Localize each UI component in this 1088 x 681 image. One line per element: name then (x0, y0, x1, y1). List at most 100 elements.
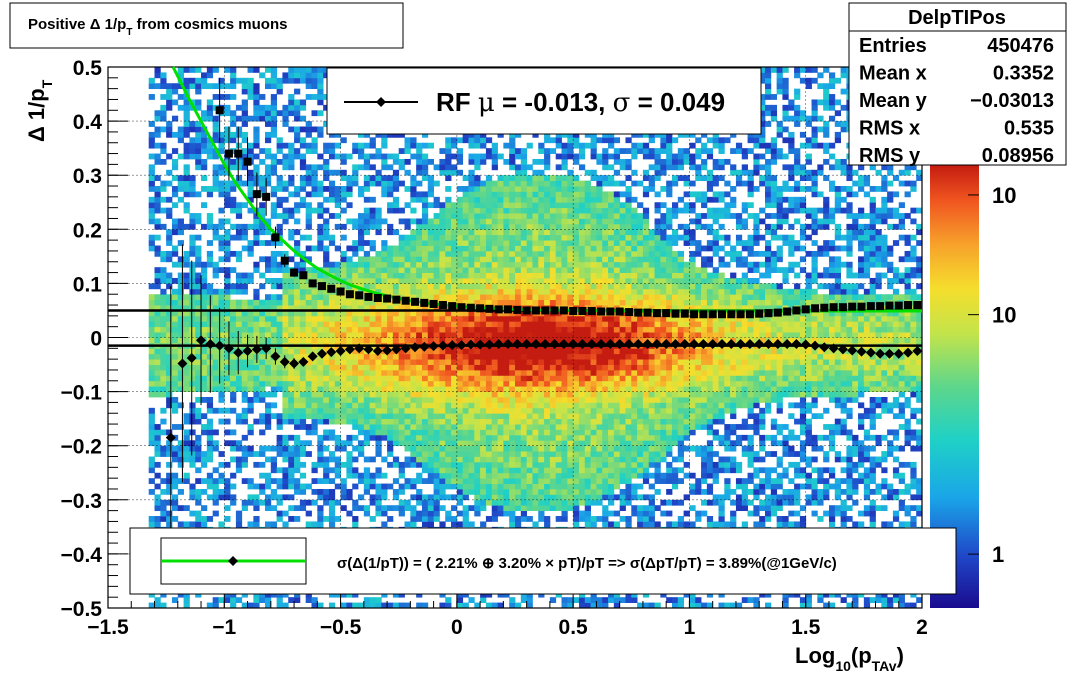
heatmap-cell (166, 180, 173, 187)
heatmap-cell (166, 451, 173, 457)
heatmap-cell (549, 283, 557, 290)
heatmap-cell (532, 499, 539, 506)
heatmap-cell (206, 148, 214, 154)
heatmap-cell (480, 505, 487, 512)
heatmap-cell (491, 332, 498, 338)
heatmap-cell (468, 521, 475, 528)
heatmap-cell (497, 494, 504, 501)
heatmap-cell (218, 164, 225, 171)
heatmap-cell (462, 369, 469, 376)
heatmap-cell (264, 424, 272, 430)
heatmap-cell (235, 310, 243, 317)
heatmap-cell (520, 180, 528, 187)
heatmap-cell (433, 397, 440, 403)
heatmap-cell (253, 218, 260, 225)
heatmap-cell (538, 386, 545, 392)
heatmap-cell (183, 202, 190, 209)
heatmap-cell (520, 397, 528, 403)
heatmap-cell (276, 375, 283, 382)
heatmap-cell (195, 348, 202, 355)
heatmap-cell (241, 413, 248, 420)
heatmap-cell (346, 272, 353, 279)
heatmap-cell (497, 391, 504, 398)
heatmap-cell (549, 488, 557, 495)
heatmap-cell (346, 186, 353, 192)
heatmap-cell (247, 277, 254, 284)
heatmap-cell (352, 591, 359, 598)
heatmap-cell (509, 337, 516, 344)
heatmap-cell (491, 413, 498, 420)
heatmap-cell (340, 440, 347, 447)
heatmap-cell (474, 429, 481, 436)
heatmap-cell (410, 245, 417, 252)
heatmap-cell (456, 375, 464, 382)
heatmap-cell (299, 505, 307, 512)
heatmap-cell (526, 591, 533, 598)
heatmap-cell (235, 256, 243, 263)
heatmap-cell (276, 148, 283, 154)
heatmap-cell (497, 478, 504, 484)
heatmap-cell (177, 305, 184, 311)
heatmap-cell (189, 456, 196, 463)
heatmap-cell (369, 418, 376, 425)
heatmap-cell (387, 315, 394, 322)
heatmap-cell (509, 456, 516, 463)
heatmap-cell (451, 234, 458, 241)
heatmap-cell (235, 386, 243, 392)
heatmap-cell (456, 434, 464, 441)
heatmap-cell (474, 164, 481, 171)
heatmap-cell (247, 67, 254, 73)
heatmap-cell (282, 402, 289, 409)
heatmap-cell (445, 277, 452, 284)
heatmap-cell (311, 83, 318, 90)
heatmap-cell (206, 402, 214, 409)
heatmap-cell (160, 77, 167, 84)
heatmap-cell (381, 391, 388, 398)
heatmap-cell (549, 505, 557, 512)
heatmap-cell (247, 429, 254, 436)
heatmap-cell (456, 315, 464, 322)
heatmap-cell (346, 337, 353, 344)
heatmap-cell (363, 250, 371, 257)
heatmap-cell (387, 359, 394, 365)
heatmap-cell (247, 321, 254, 328)
heatmap-cell (276, 510, 283, 517)
heatmap-cell (491, 494, 498, 501)
heatmap-cell (166, 369, 173, 376)
heatmap-cell (410, 180, 417, 187)
heatmap-cell (282, 602, 289, 608)
heatmap-cell (392, 288, 400, 295)
heatmap-cell (264, 148, 272, 154)
heatmap-cell (532, 250, 539, 257)
heatmap-cell (253, 380, 260, 387)
heatmap-cell (352, 364, 359, 371)
heatmap-cell (468, 207, 475, 214)
heatmap-cell (375, 267, 382, 273)
heatmap-cell (189, 250, 196, 257)
heatmap-cell (358, 397, 365, 403)
heatmap-cell (439, 488, 446, 495)
heatmap-cell (375, 445, 382, 452)
heatmap-cell (276, 451, 283, 457)
heatmap-cell (509, 245, 516, 252)
heatmap-cell (468, 402, 475, 409)
heatmap-cell (456, 488, 464, 495)
heatmap-cell (299, 321, 307, 328)
heatmap-cell (282, 299, 289, 306)
heatmap-cell (381, 456, 388, 463)
heatmap-cell (456, 591, 464, 598)
heatmap-cell (538, 240, 545, 246)
heatmap-cell (363, 510, 371, 517)
heatmap-cell (381, 321, 388, 328)
heatmap-cell (421, 375, 429, 382)
heatmap-cell (334, 267, 341, 273)
heatmap-cell (363, 369, 371, 376)
heatmap-cell (171, 186, 179, 192)
heatmap-cell (549, 213, 557, 219)
heatmap-cell (259, 597, 266, 603)
heatmap-cell (276, 597, 283, 603)
heatmap-cell (294, 277, 301, 284)
heatmap-cell (497, 180, 504, 187)
heatmap-cell (264, 115, 272, 122)
heatmap-cell (538, 332, 545, 338)
